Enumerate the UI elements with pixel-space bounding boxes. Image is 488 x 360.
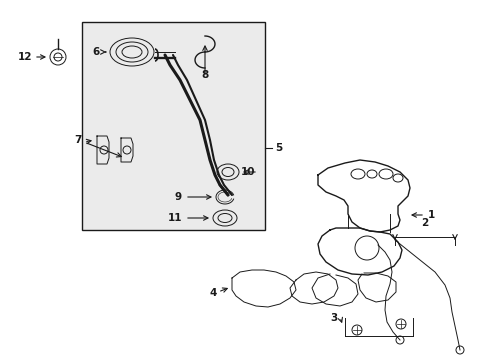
- Text: 9: 9: [175, 192, 182, 202]
- Bar: [82, 22, 264, 230]
- Text: 3: 3: [330, 313, 337, 323]
- Text: 2: 2: [421, 218, 428, 228]
- Text: 6: 6: [93, 47, 100, 57]
- Text: 5: 5: [274, 143, 282, 153]
- Text: 8: 8: [201, 70, 208, 80]
- Text: 12: 12: [18, 52, 32, 62]
- Text: 7: 7: [75, 135, 82, 145]
- Text: 11: 11: [167, 213, 182, 223]
- Text: 10: 10: [240, 167, 254, 177]
- Text: 4: 4: [209, 288, 217, 298]
- Text: 1: 1: [427, 210, 434, 220]
